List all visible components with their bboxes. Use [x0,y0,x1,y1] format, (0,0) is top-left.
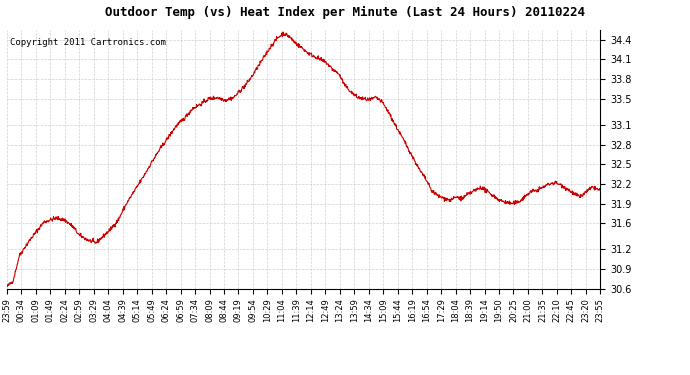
Text: Outdoor Temp (vs) Heat Index per Minute (Last 24 Hours) 20110224: Outdoor Temp (vs) Heat Index per Minute … [105,6,585,19]
Text: Copyright 2011 Cartronics.com: Copyright 2011 Cartronics.com [10,38,166,47]
